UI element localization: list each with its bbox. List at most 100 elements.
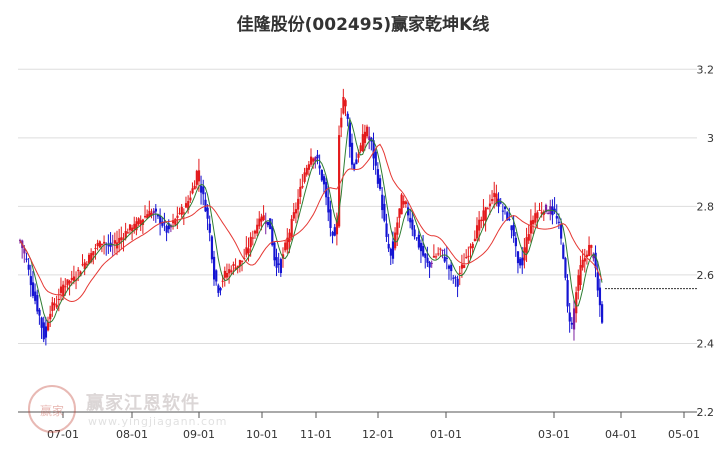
candle-body [135, 221, 138, 231]
candle-body [273, 242, 276, 261]
candle-body [588, 244, 591, 256]
candle-body [236, 265, 239, 268]
candle-body [264, 221, 267, 224]
candle-body [426, 257, 429, 263]
candle-body [478, 219, 481, 231]
candle-body [385, 223, 388, 237]
candle-body [376, 169, 380, 184]
candle-body [133, 223, 136, 229]
candle-body [389, 248, 392, 256]
candle-body [204, 199, 207, 212]
candle-body [260, 216, 263, 222]
axis-layer: 2.22.42.62.833.207-01 08-01 09-01 10-01 11-0… [18, 63, 714, 441]
candle-body [53, 303, 56, 306]
candle-body [208, 223, 211, 233]
candle-body [87, 254, 91, 264]
candle-body [482, 210, 485, 221]
candle-body [486, 208, 489, 210]
candle-body [83, 262, 86, 270]
candle-body [96, 242, 99, 247]
candle-body [221, 280, 224, 282]
candle-body [290, 218, 293, 237]
candle-body [601, 304, 604, 323]
candle-body [465, 257, 468, 259]
candle-body [301, 185, 304, 188]
candle-body [417, 234, 420, 248]
candle-body [452, 277, 455, 279]
x-tick-label: 12-01 [362, 428, 394, 441]
candle-body [516, 251, 520, 264]
candle-body [432, 255, 436, 258]
candle-body [29, 276, 32, 286]
candle-body [521, 257, 524, 266]
candle-body [277, 263, 280, 265]
candle-body [411, 219, 414, 230]
candle-body [387, 243, 390, 249]
watermark: 赢家 赢家江恩软件 www.yingjiagann.com [28, 385, 228, 440]
candle-body [506, 212, 509, 221]
candle-body [197, 170, 201, 182]
candle-body [508, 219, 511, 221]
candle-body [77, 269, 80, 272]
candle-body [98, 241, 101, 248]
candle-body [245, 247, 248, 255]
y-tick-label: 2.2 [697, 406, 715, 419]
candle-body [200, 185, 203, 193]
candle-body [191, 188, 194, 194]
y-tick-label: 2.8 [697, 200, 715, 213]
candle-body [525, 237, 528, 253]
candle-body [187, 201, 190, 210]
candle-body [184, 203, 188, 208]
candle-body [443, 256, 446, 262]
watermark-url: www.yingjiagann.com [88, 415, 228, 428]
candle-body [359, 145, 362, 152]
candle-body [174, 218, 177, 225]
candle-body [167, 223, 170, 230]
candle-body [445, 257, 448, 259]
candle-body [592, 253, 595, 259]
candle-body [271, 226, 274, 246]
candle-body [407, 207, 410, 216]
candle-body [402, 201, 405, 205]
candle-body [560, 224, 563, 239]
candle-body [206, 207, 209, 219]
candle-body [172, 220, 175, 224]
candle-body [266, 221, 270, 226]
candle-body [182, 212, 186, 214]
candle-body [47, 322, 50, 331]
candle-body [292, 212, 295, 219]
candle-body [527, 234, 530, 241]
candle-body [404, 201, 408, 205]
candle-body [210, 236, 214, 260]
candle-body [495, 193, 498, 204]
candle-body [363, 131, 367, 143]
candle-body [163, 222, 166, 224]
candle-body [180, 206, 183, 215]
candle-body [305, 167, 308, 175]
candle-body [383, 203, 386, 221]
candle-body [596, 272, 599, 291]
candle-body [144, 215, 147, 218]
candle-body [353, 163, 356, 170]
candle-body [288, 232, 291, 243]
candle-body [68, 280, 71, 284]
candle-body [72, 276, 76, 282]
candle-body [103, 241, 106, 244]
candle-body [23, 248, 26, 254]
candle-body [279, 259, 283, 274]
candle-body [314, 157, 317, 162]
candle-body [424, 253, 427, 258]
candle-body [213, 256, 216, 280]
candle-body [396, 222, 399, 235]
candle-body [504, 206, 507, 210]
candle-body [473, 238, 477, 242]
candle-body [34, 291, 37, 301]
x-tick-label: 09-01 [183, 428, 215, 441]
y-tick-label: 2.6 [697, 269, 715, 282]
candle-body [51, 302, 54, 311]
candle-body [348, 122, 351, 147]
candle-body [491, 199, 494, 202]
x-tick-label: 08-01 [116, 428, 148, 441]
candle-body [454, 277, 457, 279]
candle-body [318, 165, 321, 169]
